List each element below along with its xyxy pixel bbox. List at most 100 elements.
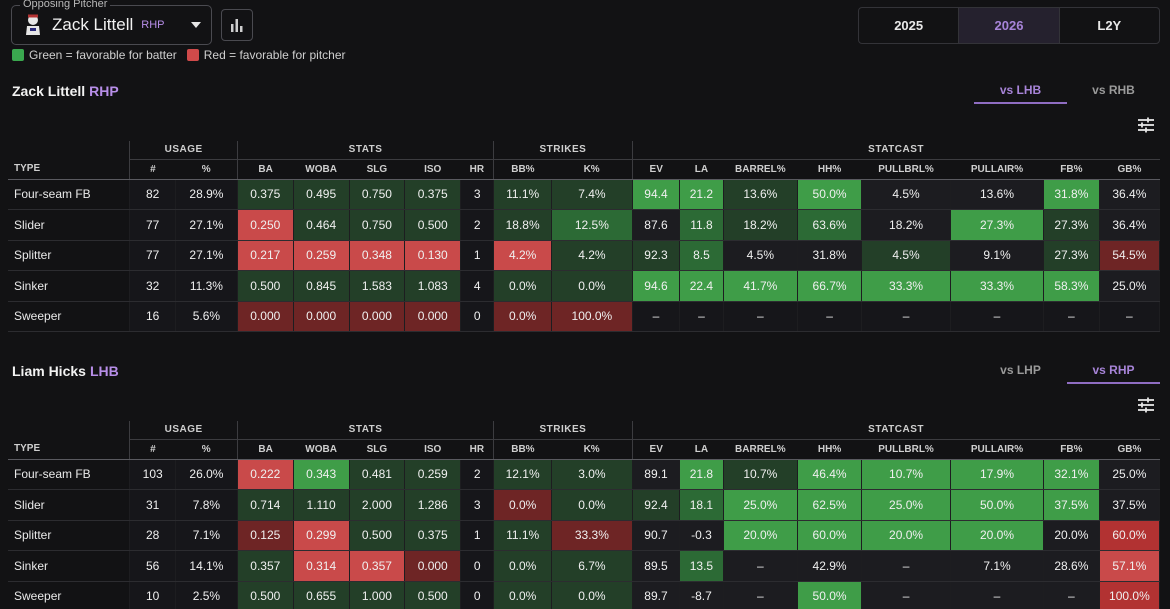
column-header-woba[interactable]: WOBA: [293, 159, 350, 180]
column-header-hr[interactable]: HR: [460, 439, 494, 460]
stat-cell-la: 21.8: [679, 459, 724, 490]
stat-cell-k-pct: 3.0%: [551, 459, 633, 490]
table-row[interactable]: Sinker 32 11.3% 0.500 0.845 1.583 1.083 4 0.0% 0.…: [8, 270, 1161, 302]
table-row[interactable]: Sinker 56 14.1% 0.357 0.314 0.357 0.000 0 0.0% 6.…: [8, 550, 1161, 582]
stat-cell-la: 22.4: [679, 270, 724, 302]
bar-chart-icon: [231, 19, 243, 32]
stat-cell-barrel-pct: 25.0%: [723, 489, 799, 521]
table-row[interactable]: Four-seam FB 82 28.9% 0.375 0.495 0.750 0.375 3…: [8, 179, 1161, 210]
stat-cell-k-pct: 0.0%: [551, 489, 633, 521]
stat-cell-ba: 0.714: [236, 489, 294, 521]
stat-cell-la: –: [679, 301, 724, 332]
column-header--pct[interactable]: %: [175, 159, 238, 180]
column-header-fb-pct[interactable]: FB%: [1043, 439, 1100, 460]
section-title: Zack Littell RHP: [12, 83, 119, 99]
red-swatch: [186, 49, 199, 61]
tab-vs-rhp[interactable]: vs RHP: [1067, 362, 1160, 384]
stat-cell--pct: 7.8%: [175, 489, 238, 521]
stat-cell-gb-pct: 54.5%: [1099, 240, 1161, 271]
pitcher-hand-badge: RHP: [141, 19, 165, 31]
table-row[interactable]: Slider 31 7.8% 0.714 1.110 2.000 1.286 3 0.0% 0.0…: [8, 489, 1161, 521]
column-header-hh-pct[interactable]: HH%: [797, 439, 862, 460]
column-header-gb-pct[interactable]: GB%: [1099, 159, 1160, 180]
table-row[interactable]: Sweeper 10 2.5% 0.500 0.655 1.000 0.500 0 0.0% 0.…: [8, 581, 1161, 609]
column-header-count[interactable]: #: [129, 159, 176, 180]
stat-cell-bb-pct: 11.1%: [493, 520, 553, 551]
stat-cell-slg: 0.348: [349, 240, 406, 271]
stat-cell-pullbrl-pct: –: [861, 581, 951, 609]
column-header-type[interactable]: TYPE: [8, 159, 130, 180]
stat-cell-ev: 87.6: [631, 209, 681, 241]
table-row[interactable]: Splitter 77 27.1% 0.217 0.259 0.348 0.130 1 4.2%…: [8, 240, 1161, 271]
column-header-hh-pct[interactable]: HH%: [797, 159, 862, 180]
column-header-slg[interactable]: SLG: [349, 439, 405, 460]
column-header-ev[interactable]: EV: [631, 159, 680, 180]
column-header-count[interactable]: #: [129, 439, 176, 460]
stat-cell-gb-pct: 25.0%: [1099, 270, 1161, 302]
stat-cell-ev: 94.4: [631, 179, 681, 210]
column-header-barrel-pct[interactable]: BARREL%: [723, 439, 798, 460]
column-header-k-pct[interactable]: K%: [551, 159, 633, 180]
column-header-bb-pct[interactable]: BB%: [493, 159, 552, 180]
stat-cell-ev: –: [631, 301, 681, 332]
column-header-ba[interactable]: BA: [236, 159, 294, 180]
opposing-pitcher-select[interactable]: Opposing Pitcher Zack Littell RHP: [11, 0, 212, 45]
column-header-k-pct[interactable]: K%: [551, 439, 633, 460]
stat-cell-hh-pct: 46.4%: [797, 459, 863, 490]
column-header-ev[interactable]: EV: [631, 439, 680, 460]
column-header-hr[interactable]: HR: [460, 159, 494, 180]
stat-cell-hh-pct: –: [797, 301, 863, 332]
column-header-iso[interactable]: ISO: [404, 439, 461, 460]
bar-chart-button[interactable]: [221, 9, 253, 41]
year-tab-l2y[interactable]: L2Y: [1097, 18, 1122, 33]
column-header-fb-pct[interactable]: FB%: [1043, 159, 1100, 180]
column-header-row: TYPE #% BA WOBA SLG ISO HR BB% K% EV LA BARREL% HH% P…: [8, 159, 1160, 180]
stat-cell-bb-pct: 0.0%: [493, 550, 553, 582]
column-header--pct[interactable]: %: [175, 439, 238, 460]
filter-settings-icon[interactable]: [1137, 117, 1155, 133]
legend-red-text: Red = favorable for pitcher: [203, 48, 346, 62]
column-header-pullair-pct[interactable]: PULLAIR%: [950, 439, 1044, 460]
stat-cell-bb-pct: 18.8%: [493, 209, 553, 241]
tab-vs-lhp[interactable]: vs LHP: [1000, 363, 1041, 377]
stat-cell-fb-pct: –: [1043, 301, 1100, 332]
group-header-stats: STATS: [236, 421, 494, 440]
column-header-barrel-pct[interactable]: BARREL%: [723, 159, 798, 180]
column-header-pullair-pct[interactable]: PULLAIR%: [950, 159, 1044, 180]
green-swatch: [12, 49, 24, 61]
column-header-bb-pct[interactable]: BB%: [493, 439, 552, 460]
group-header-usage: USAGE: [129, 141, 238, 160]
stat-cell-hr: 4: [460, 270, 495, 302]
stat-cell-iso: 0.375: [404, 179, 462, 210]
chevron-down-icon[interactable]: [191, 22, 201, 28]
pitch-type-cell: Four-seam FB: [8, 459, 131, 490]
stat-cell-woba: 0.464: [293, 209, 350, 241]
column-header-la[interactable]: LA: [679, 159, 724, 180]
column-header-la[interactable]: LA: [679, 439, 724, 460]
year-tab-2026[interactable]: 2026: [959, 8, 1060, 43]
table-row[interactable]: Sweeper 16 5.6% 0.000 0.000 0.000 0.000 0 0.0% 10…: [8, 301, 1161, 332]
column-header-slg[interactable]: SLG: [349, 159, 405, 180]
tab-vs-lhb[interactable]: vs LHB: [974, 82, 1067, 104]
tab-vs-rhb[interactable]: vs RHB: [1092, 83, 1135, 97]
year-tab-2025[interactable]: 2025: [859, 8, 960, 43]
table-row[interactable]: Slider 77 27.1% 0.250 0.464 0.750 0.500 2 18.8% 1…: [8, 209, 1161, 241]
stat-cell-hh-pct: 31.8%: [797, 240, 863, 271]
column-header-iso[interactable]: ISO: [404, 159, 461, 180]
table-row[interactable]: Splitter 28 7.1% 0.125 0.299 0.500 0.375 1 11.1%…: [8, 520, 1161, 551]
column-header-type[interactable]: TYPE: [8, 439, 130, 460]
stat-cell-count: 31: [129, 489, 176, 521]
column-header-pullbrl-pct[interactable]: PULLBRL%: [861, 159, 951, 180]
column-header-pullbrl-pct[interactable]: PULLBRL%: [861, 439, 951, 460]
stat-cell-count: 56: [129, 550, 176, 582]
year-tabs: 2025 2026 L2Y: [858, 7, 1160, 44]
pitch-type-cell: Sinker: [8, 550, 131, 582]
column-header-ba[interactable]: BA: [236, 439, 294, 460]
column-header-gb-pct[interactable]: GB%: [1099, 439, 1160, 460]
stat-cell-bb-pct: 0.0%: [493, 301, 553, 332]
stat-cell-k-pct: 0.0%: [551, 270, 633, 302]
filter-settings-icon[interactable]: [1137, 397, 1155, 413]
pitch-type-cell: Sweeper: [8, 581, 131, 609]
table-row[interactable]: Four-seam FB 103 26.0% 0.222 0.343 0.481 0.259…: [8, 459, 1161, 490]
column-header-woba[interactable]: WOBA: [293, 439, 350, 460]
